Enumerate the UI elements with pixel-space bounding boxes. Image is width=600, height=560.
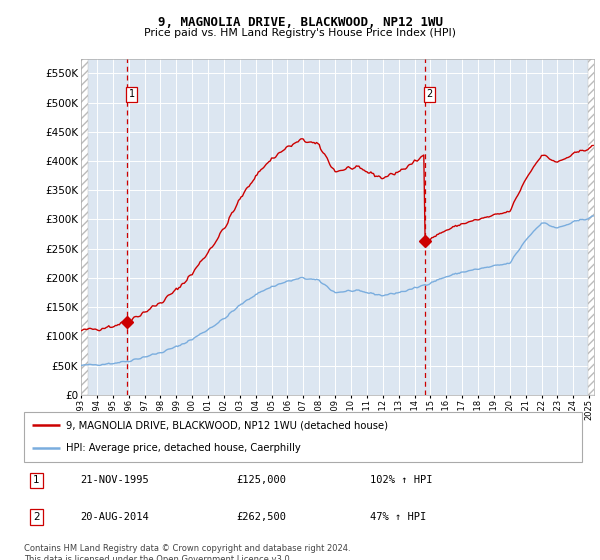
Text: 47% ↑ HPI: 47% ↑ HPI [370, 512, 426, 522]
Text: 102% ↑ HPI: 102% ↑ HPI [370, 475, 433, 486]
Text: Price paid vs. HM Land Registry's House Price Index (HPI): Price paid vs. HM Land Registry's House … [144, 28, 456, 38]
Text: 2: 2 [427, 89, 433, 99]
Text: £262,500: £262,500 [236, 512, 286, 522]
Text: 2: 2 [33, 512, 40, 522]
Text: 1: 1 [129, 89, 135, 99]
Text: HPI: Average price, detached house, Caerphilly: HPI: Average price, detached house, Caer… [66, 444, 301, 454]
FancyBboxPatch shape [24, 412, 582, 462]
Text: 9, MAGNOLIA DRIVE, BLACKWOOD, NP12 1WU: 9, MAGNOLIA DRIVE, BLACKWOOD, NP12 1WU [157, 16, 443, 29]
Text: 1: 1 [33, 475, 40, 486]
Text: £125,000: £125,000 [236, 475, 286, 486]
Bar [588, 59, 596, 395]
Text: Contains HM Land Registry data © Crown copyright and database right 2024.
This d: Contains HM Land Registry data © Crown c… [24, 544, 350, 560]
Text: 20-AUG-2014: 20-AUG-2014 [80, 512, 149, 522]
Text: 21-NOV-1995: 21-NOV-1995 [80, 475, 149, 486]
Bar [81, 59, 88, 395]
Text: 9, MAGNOLIA DRIVE, BLACKWOOD, NP12 1WU (detached house): 9, MAGNOLIA DRIVE, BLACKWOOD, NP12 1WU (… [66, 420, 388, 430]
